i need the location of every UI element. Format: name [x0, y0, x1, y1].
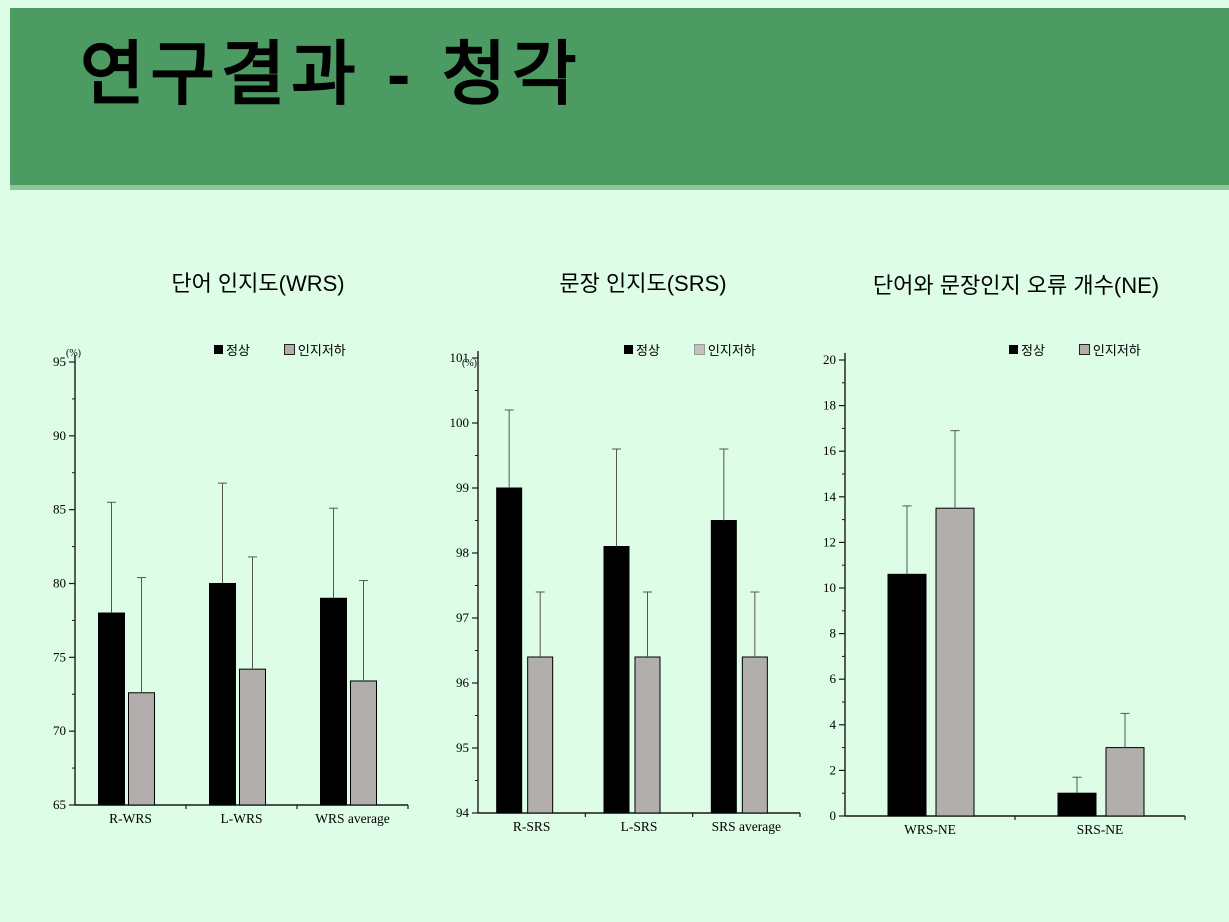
- legend-item-impaired: 인지저하: [693, 340, 756, 359]
- y-tick-label: 65: [53, 797, 66, 812]
- legend-item-impaired: 인지저하: [1078, 340, 1141, 359]
- bar-impaired-l-srs: [634, 656, 661, 814]
- legend-wrs: 정상 인지저하: [214, 340, 346, 359]
- legend-swatch-normal-icon: [214, 345, 223, 354]
- y-tick-label: 14: [823, 489, 837, 504]
- x-category-label: L-WRS: [221, 811, 263, 826]
- y-tick-label: 94: [456, 805, 470, 820]
- legend-item-normal: 정상: [214, 340, 250, 359]
- y-tick-label: 12: [823, 534, 836, 549]
- chart-title-wrs: 단어 인지도(WRS): [171, 271, 345, 296]
- bar-normal-l-srs: [603, 546, 630, 814]
- bar-impaired-wrs-ne: [935, 507, 975, 817]
- x-category-label: L-SRS: [621, 819, 658, 834]
- bar-normal-wrs-ne: [887, 573, 927, 817]
- y-tick-label: 6: [830, 671, 837, 686]
- bar-impaired-srs-ne: [1105, 747, 1145, 817]
- legend-label-normal: 정상: [226, 343, 250, 358]
- bar-impaired-l-wrs: [239, 668, 266, 806]
- y-tick-label: 10: [823, 580, 836, 595]
- y-tick-label: 18: [823, 398, 836, 413]
- legend-swatch-normal-icon: [624, 345, 633, 354]
- y-axis-unit-label: (%): [462, 358, 477, 369]
- y-axis-unit-label: (%): [66, 348, 81, 359]
- y-tick-label: 85: [53, 502, 66, 517]
- y-tick-label: 95: [53, 354, 66, 369]
- y-tick-label: 8: [830, 626, 837, 641]
- y-tick-label: 90: [53, 428, 66, 443]
- bar-impaired-r-wrs: [128, 692, 155, 806]
- y-tick-label: 96: [456, 675, 470, 690]
- legend-swatch-impaired-icon: [693, 344, 705, 355]
- legend-label-impaired: 인지저하: [707, 343, 756, 358]
- x-category-label: SRS average: [712, 819, 781, 834]
- legend-ne: 정상 인지저하: [1009, 340, 1141, 359]
- chart-title-ne: 단어와 문장인지 오류 개수(NE): [872, 273, 1160, 298]
- legend-srs: 정상 인지저하: [624, 340, 756, 359]
- x-category-label: WRS-NE: [904, 822, 956, 837]
- bar-impaired-r-srs: [527, 656, 554, 814]
- y-tick-label: 98: [456, 545, 469, 560]
- legend-label-impaired: 인지저하: [1092, 343, 1141, 358]
- x-category-label: R-SRS: [513, 819, 551, 834]
- y-tick-label: 97: [456, 610, 470, 625]
- slide-title: 연구결과 - 청각: [80, 35, 583, 113]
- chart-title-srs: 문장 인지도(SRS): [559, 271, 727, 296]
- legend-label-normal: 정상: [636, 343, 660, 358]
- y-tick-label: 70: [53, 723, 66, 738]
- bar-normal-wrs-average: [320, 597, 347, 806]
- y-tick-label: 100: [450, 415, 470, 430]
- y-tick-label: 80: [53, 576, 66, 591]
- x-category-label: R-WRS: [109, 811, 152, 826]
- legend-label-impaired: 인지저하: [297, 343, 346, 358]
- x-category-label: WRS average: [315, 811, 390, 826]
- y-tick-label: 0: [830, 808, 837, 823]
- legend-item-impaired: 인지저하: [283, 340, 346, 359]
- legend-swatch-impaired-icon: [283, 344, 295, 355]
- legend-label-normal: 정상: [1021, 343, 1045, 358]
- y-tick-label: 20: [823, 352, 836, 367]
- bar-normal-srs-average: [710, 520, 737, 814]
- y-tick-label: 99: [456, 480, 469, 495]
- bar-normal-r-wrs: [98, 612, 125, 806]
- y-tick-label: 75: [53, 649, 66, 664]
- legend-item-normal: 정상: [624, 340, 660, 359]
- legend-swatch-impaired-icon: [1078, 344, 1090, 355]
- legend-swatch-normal-icon: [1009, 345, 1018, 354]
- bar-normal-srs-ne: [1057, 792, 1097, 817]
- y-tick-label: 16: [823, 443, 837, 458]
- y-tick-label: 95: [456, 740, 469, 755]
- bar-impaired-srs-average: [741, 656, 768, 814]
- y-tick-label: 2: [830, 762, 837, 777]
- slide-header: 연구결과 - 청각: [10, 8, 1229, 190]
- bar-normal-r-srs: [496, 487, 523, 814]
- y-tick-label: 101: [450, 350, 470, 365]
- bar-impaired-wrs-average: [350, 680, 377, 806]
- x-category-label: SRS-NE: [1077, 822, 1124, 837]
- y-tick-label: 4: [830, 717, 837, 732]
- legend-item-normal: 정상: [1009, 340, 1045, 359]
- bar-normal-l-wrs: [209, 583, 236, 806]
